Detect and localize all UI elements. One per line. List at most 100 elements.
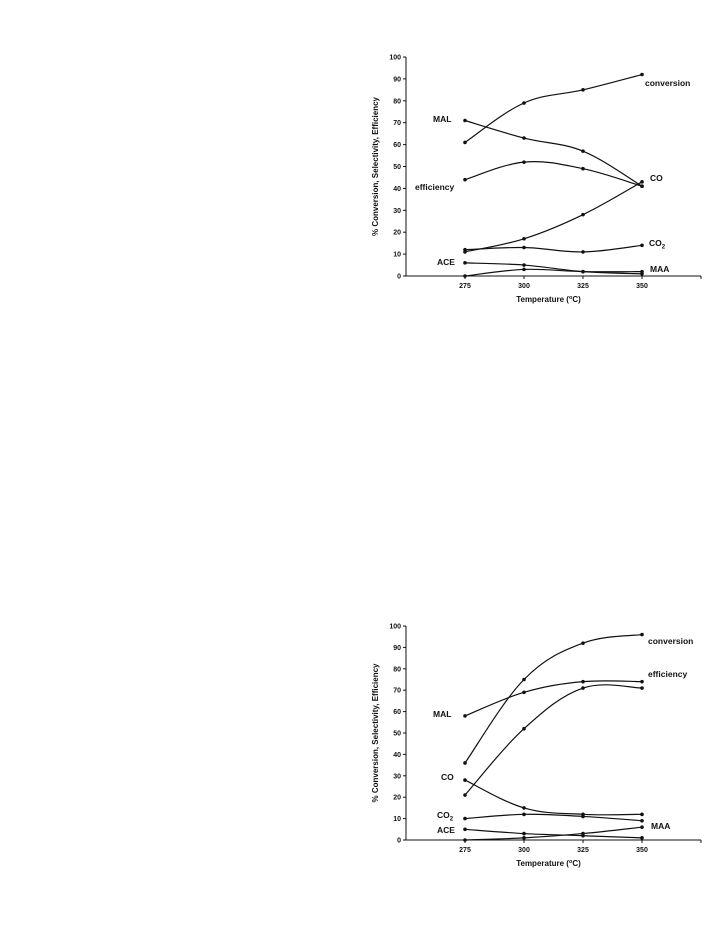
data-point-conversion xyxy=(640,632,644,637)
series-line-maa xyxy=(464,826,643,841)
y-tick-label: 100 xyxy=(389,624,401,631)
data-point-mal xyxy=(581,149,585,153)
data-point-efficiency xyxy=(581,166,585,171)
data-point-conversion xyxy=(581,88,585,92)
series-label-co: CO xyxy=(650,173,663,183)
data-point-mal xyxy=(522,136,526,140)
data-point-conversion xyxy=(463,761,467,765)
y-tick-label: 0 xyxy=(397,274,401,281)
y-axis-label: % Conversion, Selectivity, Efficiency xyxy=(371,663,380,803)
data-point-maa xyxy=(640,825,644,829)
y-tick-label: 10 xyxy=(393,816,401,823)
series-label-ace: ACE xyxy=(437,825,455,835)
series-label-ace: ACE xyxy=(437,257,455,267)
data-point-maa xyxy=(522,836,526,840)
series-label-mal: MAL xyxy=(433,709,451,719)
series-line-conversion xyxy=(464,73,643,143)
x-tick-label: 275 xyxy=(459,847,471,854)
y-tick-label: 50 xyxy=(393,164,401,171)
y-tick-label: 20 xyxy=(393,795,401,802)
x-tick-label: 275 xyxy=(459,283,471,290)
data-point-maa xyxy=(463,838,467,842)
data-point-conversion xyxy=(581,641,585,645)
data-point-co2 xyxy=(522,245,526,250)
data-point-co2 xyxy=(640,243,644,248)
series-line-mal xyxy=(464,119,643,187)
y-tick-label: 100 xyxy=(389,55,401,62)
data-point-efficiency xyxy=(640,686,644,690)
data-point-efficiency xyxy=(463,793,467,797)
data-point-conversion xyxy=(522,101,526,105)
y-tick-label: 20 xyxy=(393,230,401,237)
y-tick-label: 0 xyxy=(397,838,401,845)
series-label-maa: MAA xyxy=(651,821,670,831)
data-point-mal xyxy=(522,690,526,695)
data-point-co2 xyxy=(581,814,585,819)
series-label-mal: MAL xyxy=(433,114,451,124)
series-line-efficiency xyxy=(464,161,643,187)
x-tick-label: 300 xyxy=(518,283,530,290)
series-label-conversion: conversion xyxy=(645,78,690,88)
x-axis-label: Temperature (oC) xyxy=(516,859,581,868)
data-point-maa xyxy=(581,831,585,836)
x-axis-label: Temperature (oC) xyxy=(516,295,581,304)
series-line-co xyxy=(464,779,643,816)
y-tick-label: 90 xyxy=(393,645,401,652)
y-tick-label: 50 xyxy=(393,731,401,738)
data-point-conversion xyxy=(463,140,467,145)
series-line-efficiency xyxy=(464,684,643,796)
y-tick-label: 40 xyxy=(393,752,401,759)
series-label-efficiency: efficiency xyxy=(648,669,687,679)
data-point-efficiency xyxy=(522,726,526,731)
data-point-co2 xyxy=(463,247,467,252)
data-point-ace xyxy=(463,261,467,265)
y-tick-label: 10 xyxy=(393,252,401,259)
series-line-mal xyxy=(464,680,643,717)
chart-bottom: 0 10 20 30 40 50 60 70 80 90 100 275 300 325 350 Temper… xyxy=(371,624,702,868)
y-tick-label: 60 xyxy=(393,142,401,149)
data-point-maa xyxy=(581,269,585,274)
data-point-conversion xyxy=(522,677,526,682)
chart-top: 0 10 20 30 40 50 60 70 80 90 100 275 300 325 350 Temper… xyxy=(371,55,702,304)
x-tick-label: 325 xyxy=(577,283,589,290)
y-tick-label: 60 xyxy=(393,709,401,716)
y-tick-label: 30 xyxy=(393,773,401,780)
data-point-efficiency xyxy=(581,686,585,690)
data-point-co2 xyxy=(640,818,644,823)
data-point-efficiency xyxy=(640,184,644,189)
series-label-co2: CO2 xyxy=(649,238,666,251)
data-point-co xyxy=(640,180,644,184)
series-label-maa: MAA xyxy=(650,264,669,274)
x-tick-label: 325 xyxy=(577,847,589,854)
y-axis-label: % Conversion, Selectivity, Efficiency xyxy=(371,96,380,236)
x-tick-label: 300 xyxy=(518,847,530,854)
data-point-co xyxy=(522,806,526,810)
data-point-ace xyxy=(640,836,644,840)
series-line-maa xyxy=(464,268,643,277)
data-point-ace xyxy=(522,263,526,267)
series-line-co xyxy=(464,181,643,253)
y-tick-label: 90 xyxy=(393,76,401,83)
y-tick-label: 40 xyxy=(393,186,401,193)
data-point-co xyxy=(581,212,585,217)
data-point-mal xyxy=(581,679,585,684)
y-tick-label: 80 xyxy=(393,98,401,105)
data-point-ace xyxy=(463,827,467,832)
data-point-mal xyxy=(640,679,644,684)
data-point-co2 xyxy=(581,250,585,254)
data-point-co xyxy=(522,236,526,241)
data-point-maa xyxy=(640,269,644,274)
series-label-conversion: conversion xyxy=(648,636,693,646)
data-point-co xyxy=(463,778,467,782)
x-tick-label: 350 xyxy=(636,847,648,854)
data-point-maa xyxy=(522,267,526,272)
series-line-ace xyxy=(464,828,643,839)
y-tick-label: 80 xyxy=(393,666,401,673)
data-point-efficiency xyxy=(463,177,467,182)
series-line-co2 xyxy=(464,813,643,822)
series-line-conversion xyxy=(464,633,643,764)
series-label-co: CO xyxy=(441,772,454,782)
y-tick-label: 70 xyxy=(393,688,401,695)
data-point-efficiency xyxy=(522,160,526,164)
series-label-co2: CO2 xyxy=(437,810,454,823)
